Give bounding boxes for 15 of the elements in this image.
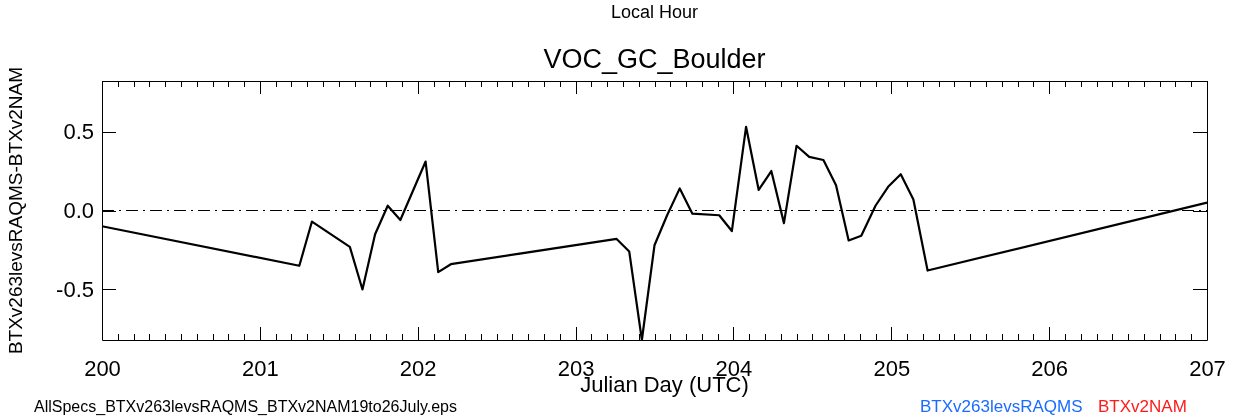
text: BTXv2NAM (1098, 397, 1187, 416)
x-tick-label: 200 (84, 355, 121, 381)
x-tick-label: 207 (1189, 355, 1226, 381)
x-tick-label: 205 (873, 355, 911, 381)
y-tick-label: 0.5 (63, 119, 94, 145)
y-tick-label: 0.0 (63, 198, 94, 224)
x-tick-label: 206 (1031, 355, 1068, 381)
y-axis-title: BTXv263levsRAQMS-BTXv2NAM (5, 66, 26, 355)
text: AllSpecs_BTXv263levsRAQMS_BTXv2NAM19to26July.eps (34, 398, 457, 416)
y-tick-label: -0.5 (56, 277, 94, 302)
text: BTXv263levsRAQMS (920, 397, 1083, 416)
chart-title: VOC_GC_Boulder (543, 44, 766, 74)
x2-axis-title: Local Hour (610, 2, 699, 22)
x-tick-label: 201 (242, 355, 279, 381)
x-tick-label: 202 (399, 355, 437, 381)
